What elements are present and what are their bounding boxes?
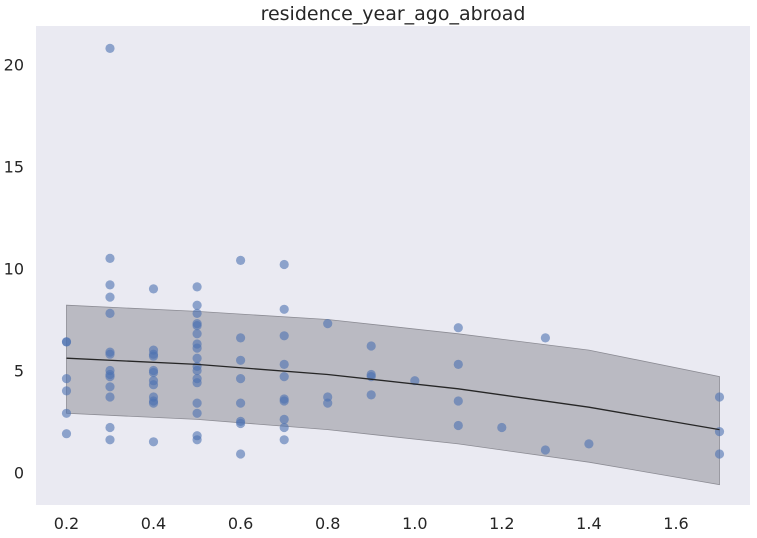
scatter-point — [148, 398, 159, 408]
scatter-point — [584, 439, 594, 449]
scatter-point — [61, 386, 72, 396]
scatter-point — [105, 292, 115, 302]
x-tick-label: 1.6 — [663, 514, 688, 533]
scatter-point — [192, 343, 202, 353]
y-tick-labels: 0 5 10 15 20 — [4, 56, 24, 483]
scatter-point — [105, 43, 115, 54]
scatter-point — [192, 435, 202, 445]
scatter-point — [192, 378, 202, 388]
scatter-point — [61, 374, 72, 384]
scatter-point — [453, 396, 463, 406]
scatter-point — [61, 429, 72, 439]
scatter-point — [105, 422, 115, 433]
y-tick-label: 5 — [14, 362, 24, 381]
scatter-point — [192, 321, 202, 331]
scatter-point — [366, 390, 376, 400]
y-tick-label: 0 — [14, 463, 24, 482]
scatter-point — [192, 398, 202, 408]
scatter-point — [148, 367, 159, 378]
scatter-point — [192, 408, 202, 418]
x-tick-label: 1.2 — [489, 514, 514, 533]
scatter-point — [148, 284, 159, 294]
scatter-point — [366, 341, 376, 351]
scatter-point — [105, 349, 115, 359]
scatter-point — [410, 376, 420, 386]
scatter-point — [192, 300, 202, 310]
scatter-point — [279, 396, 289, 406]
scatter-point — [105, 392, 115, 402]
scatter-point — [236, 449, 246, 459]
scatter-point — [105, 435, 115, 445]
scatter-point — [236, 398, 246, 408]
fit-line — [66, 357, 720, 431]
scatter-point — [192, 365, 202, 376]
scatter-point — [323, 398, 333, 408]
scatter-point — [279, 435, 289, 445]
x-tick-label: 0.4 — [141, 514, 166, 533]
x-tick-label: 0.2 — [54, 514, 79, 533]
fit-line-layer — [66, 357, 720, 431]
x-tick-labels: 0.2 0.4 0.6 0.8 1.0 1.2 1.4 1.6 — [54, 514, 689, 533]
scatter-point — [714, 449, 725, 459]
y-tick-label: 15 — [4, 158, 24, 177]
scatter-point — [236, 374, 246, 384]
scatter-point — [540, 333, 551, 343]
scatter-point — [61, 337, 72, 347]
scatter-point — [453, 420, 463, 431]
y-tick-label: 10 — [4, 260, 24, 279]
scatter-point — [279, 372, 289, 382]
scatter-point — [236, 418, 246, 429]
scatter-point — [236, 355, 246, 365]
scatter-point — [714, 427, 725, 437]
scatter-point — [279, 304, 289, 314]
scatter-point — [148, 351, 159, 361]
scatter-point — [279, 259, 289, 270]
scatter-point — [192, 282, 202, 292]
scatter-point — [497, 422, 507, 433]
scatter-point — [148, 437, 159, 447]
scatter-point — [105, 382, 115, 392]
scatter-point — [279, 359, 289, 369]
scatter-point — [192, 353, 202, 363]
scatter-point — [453, 323, 463, 333]
x-tick-label: 0.8 — [315, 514, 340, 533]
chart-title: residence_year_ago_abroad — [261, 3, 526, 25]
scatter-point — [105, 253, 115, 263]
scatter-point — [714, 392, 725, 402]
y-tick-label: 20 — [4, 56, 24, 75]
scatter-point — [148, 380, 159, 390]
scatter-point — [453, 359, 463, 369]
scatter-point — [192, 308, 202, 318]
scatter-point — [279, 422, 289, 433]
scatter-point — [192, 329, 202, 339]
scatter-point — [105, 280, 115, 290]
x-tick-label: 1.0 — [402, 514, 427, 533]
scatter-point — [105, 308, 115, 318]
scatter-point — [540, 445, 551, 455]
scatter-point — [236, 255, 246, 265]
x-tick-label: 0.6 — [228, 514, 253, 533]
x-tick-label: 1.4 — [576, 514, 601, 533]
scatter-point — [61, 408, 72, 418]
scatter-point — [279, 414, 289, 424]
scatter-point — [236, 333, 246, 343]
scatter-point — [323, 319, 333, 329]
scatter-point — [105, 372, 115, 382]
scatter-point — [279, 331, 289, 341]
